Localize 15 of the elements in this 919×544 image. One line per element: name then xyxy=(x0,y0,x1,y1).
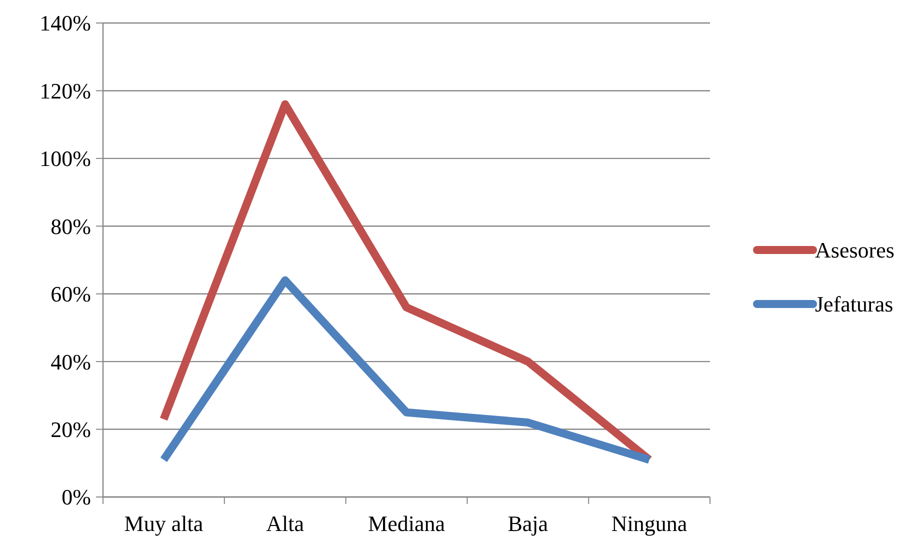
y-tick-label: 20% xyxy=(50,416,91,442)
y-tick-label: 140% xyxy=(40,10,91,36)
legend-label: Jefaturas xyxy=(815,292,894,317)
y-tick-label: 100% xyxy=(40,146,91,172)
y-tick-label: 80% xyxy=(50,214,91,239)
x-tick-label: Alta xyxy=(266,511,304,536)
y-tick-label: 0% xyxy=(62,484,91,510)
legend-label: Asesores xyxy=(815,238,894,263)
x-tick-label: Mediana xyxy=(368,511,446,536)
y-tick-label: 40% xyxy=(50,349,91,374)
x-tick-label: Baja xyxy=(508,511,548,536)
y-tick-label: 120% xyxy=(40,78,91,104)
x-tick-label: Ninguna xyxy=(611,511,688,536)
y-tick-label: 60% xyxy=(50,282,91,307)
x-tick-label: Muy alta xyxy=(124,511,204,536)
